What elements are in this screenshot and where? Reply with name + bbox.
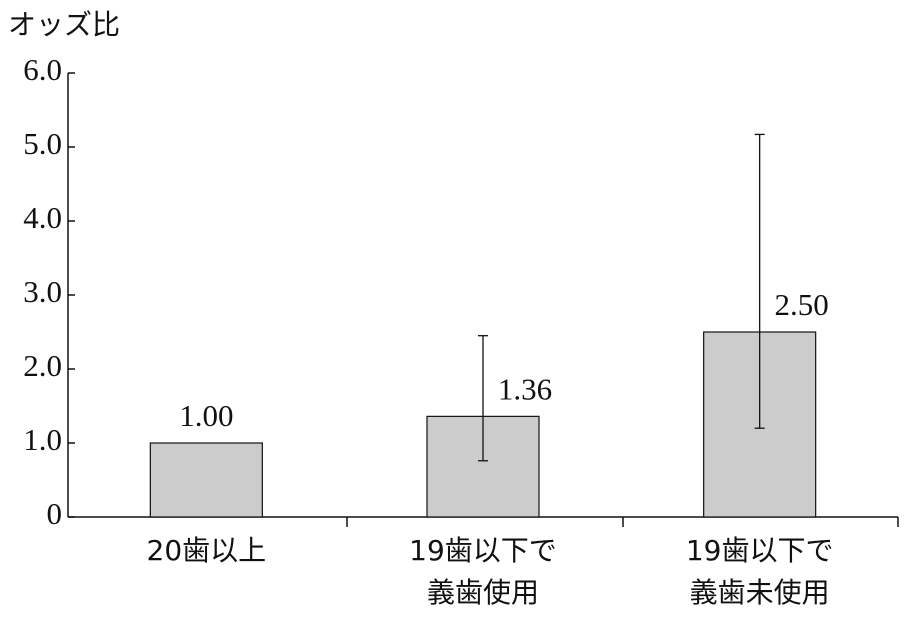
x-tick-label: 20歯以上 — [147, 534, 267, 567]
x-tick-label: 義歯未使用 — [690, 576, 830, 609]
x-tick-label: 義歯使用 — [427, 576, 539, 609]
x-tick-label: 19歯以下で — [686, 534, 834, 567]
value-label: 1.36 — [498, 371, 552, 406]
y-axis-title: オッズ比 — [8, 8, 120, 41]
value-label: 2.50 — [775, 287, 829, 322]
y-tick-label: 4.0 — [23, 200, 62, 235]
y-tick-label: 5.0 — [23, 126, 62, 161]
y-tick-label: 2.0 — [23, 348, 62, 383]
x-tick-label: 19歯以下で — [409, 534, 557, 567]
bar — [149, 442, 263, 518]
y-tick-label: 1.0 — [23, 422, 62, 457]
value-label: 1.00 — [179, 398, 233, 433]
y-tick-label: 6.0 — [23, 52, 62, 87]
y-tick-label: 3.0 — [23, 274, 62, 309]
y-tick-label: 0 — [47, 496, 63, 531]
